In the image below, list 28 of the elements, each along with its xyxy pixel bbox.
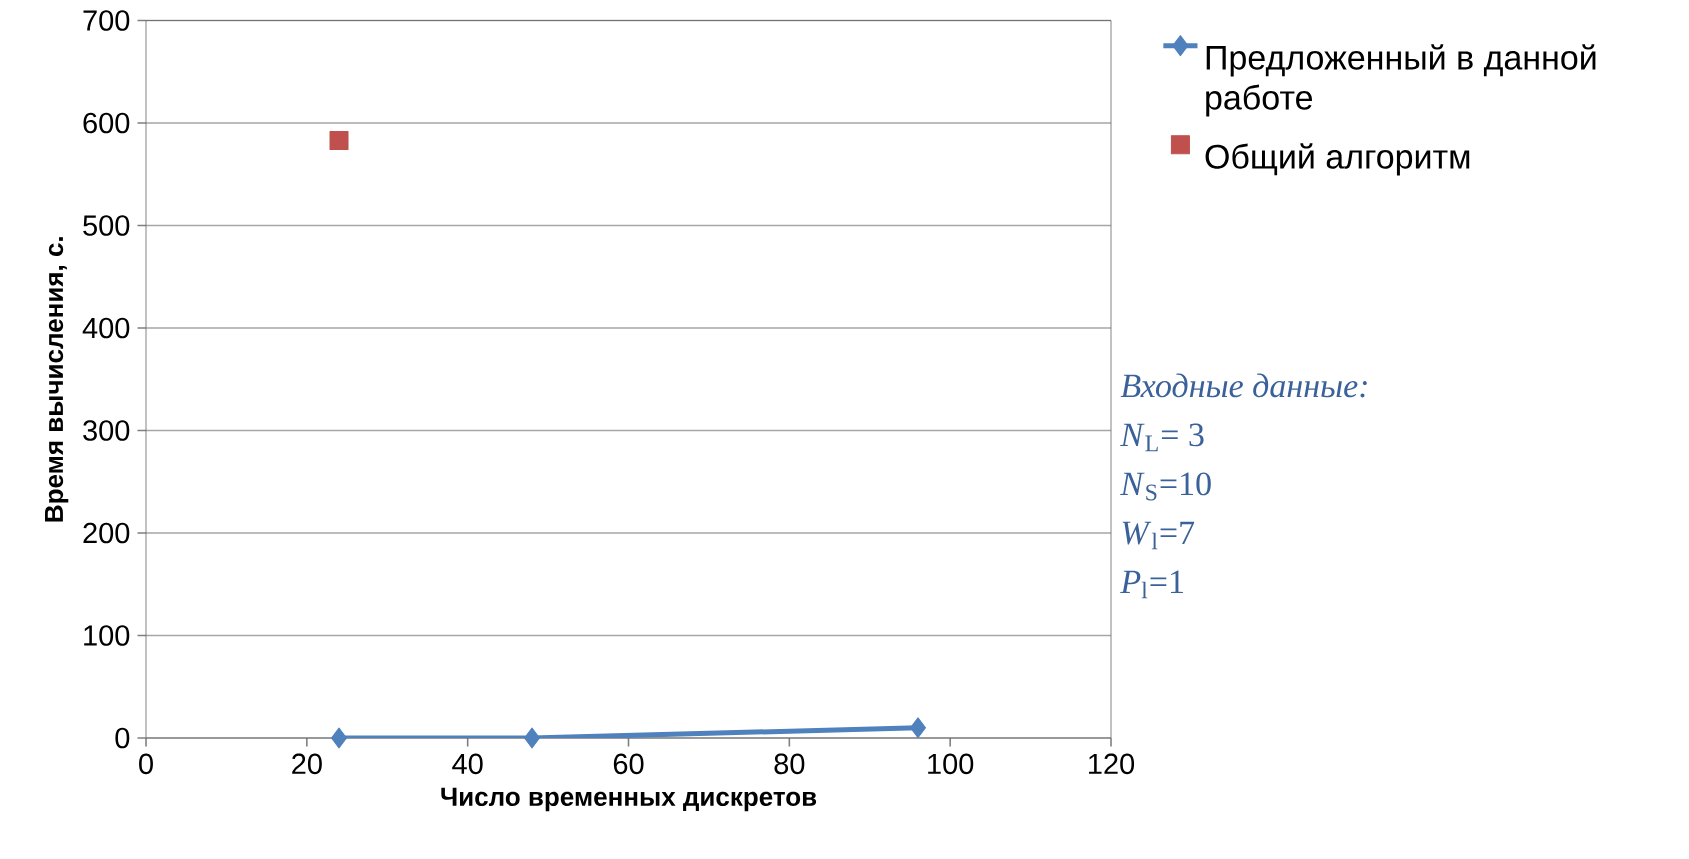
point: [331, 727, 348, 749]
point: [329, 130, 349, 150]
y-tick-label: 0: [115, 727, 130, 749]
y-tick-label: 700: [83, 10, 130, 31]
legend-label: Предложенный в данной работе: [1206, 44, 1596, 117]
text: Входные данные:: [1120, 373, 1367, 398]
y-tick-label: 100: [84, 625, 130, 646]
y-tick-label: 300: [83, 420, 130, 441]
legend-label: Общий алгоритм: [1205, 143, 1470, 176]
y-tick-label: 600: [83, 112, 130, 134]
x-axis-title: Число временных дискретов: [441, 787, 817, 812]
text: N$_{S}$=10: [1120, 472, 1211, 501]
x-tick-label: 0: [139, 753, 153, 775]
point: [524, 727, 541, 749]
point: [910, 717, 927, 739]
y-tick-label: 200: [83, 522, 130, 544]
x-tick-label: 40: [452, 753, 483, 775]
text: W$_{l}$=7: [1122, 521, 1195, 550]
x-tick-label: 60: [613, 753, 644, 775]
y-axis-title: Время вычисления, с.: [45, 237, 69, 522]
x-tick-label: 80: [774, 753, 805, 775]
x-tick-label: 120: [1089, 753, 1135, 775]
text: N$_{L}$= 3: [1120, 423, 1204, 452]
y-tick-label: 500: [83, 215, 130, 236]
text: P$_{l}$=1: [1120, 570, 1183, 599]
x-tick-label: 20: [292, 753, 322, 775]
x-tick-label: 100: [928, 753, 974, 775]
y-tick-label: 400: [82, 317, 130, 339]
